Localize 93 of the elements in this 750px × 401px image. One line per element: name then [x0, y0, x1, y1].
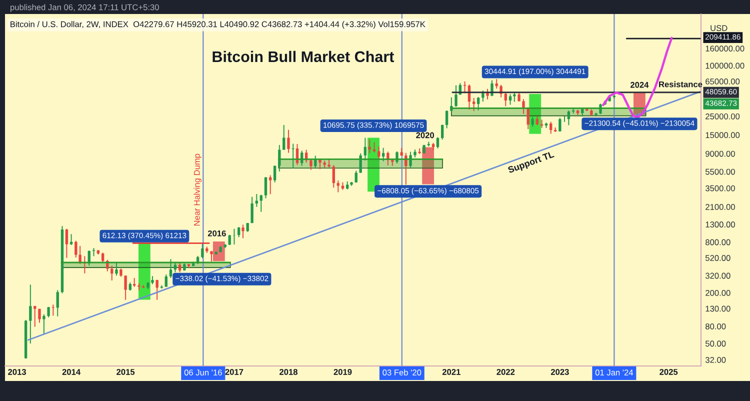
candlestick [482, 90, 484, 102]
candlestick [287, 129, 290, 154]
candlestick [372, 142, 376, 153]
text: published Jan 06, 2024 17:11 UTC+5:30 [10, 4, 159, 12]
candlestick [472, 97, 476, 112]
y-tick-label: 32.00 [705, 356, 726, 363]
y-tick-label: 5500.00 [706, 168, 735, 175]
candlestick [201, 242, 204, 259]
annotation: Near Halving Dump [194, 154, 202, 226]
candlestick [269, 174, 272, 195]
candlestick [250, 196, 254, 224]
candlestick [436, 136, 440, 149]
candlestick [124, 275, 127, 300]
y-tick-label: 200.00 [706, 290, 730, 296]
candlestick [404, 152, 408, 186]
candlestick [56, 290, 59, 317]
y-tick-label: 160000.00 [706, 46, 744, 52]
candlestick [273, 165, 276, 183]
candlestick [310, 158, 312, 170]
candlestick [138, 282, 140, 291]
candlestick [156, 279, 158, 300]
annotation: 2024 [630, 82, 649, 88]
x-tick-label: 2015 [116, 369, 135, 375]
y-tick-label: 9000.00 [706, 150, 735, 157]
y-tick-label: 520.00 [706, 255, 730, 261]
y-tick-label: 130.00 [706, 306, 730, 312]
x-tick-label: 2017 [225, 369, 244, 375]
candlestick [34, 305, 36, 328]
y-tick-label: 15000.00 [706, 132, 740, 138]
y-axis-title: USD [710, 25, 728, 32]
y-tick-label: 100000.00 [706, 62, 744, 69]
x-tick-label: 2014 [62, 369, 81, 375]
candlestick [264, 176, 268, 199]
candlestick [454, 84, 458, 108]
candlestick [536, 115, 539, 126]
y-tick-label: 50.00 [706, 340, 726, 347]
candlestick [65, 228, 68, 258]
candlestick [232, 228, 236, 245]
candlestick [558, 117, 562, 132]
annotation: Resistance [659, 81, 702, 88]
x-tick-label: 2013 [8, 369, 26, 375]
x-tick-label: 2022 [496, 369, 515, 375]
candlestick [567, 110, 570, 126]
y-tick-label: 3500.00 [705, 185, 735, 192]
annotation: 2016 [208, 230, 226, 236]
candlestick [409, 151, 412, 168]
ref-line-label: 06 Jun '16 [184, 370, 222, 376]
x-tick-label: 2023 [550, 369, 569, 375]
x-tick-label: 2021 [442, 369, 460, 375]
candlestick [70, 234, 73, 246]
candlestick [42, 314, 46, 334]
candlestick [115, 262, 118, 276]
candlestick [78, 245, 82, 264]
candlestick [237, 226, 240, 238]
x-tick-label: 2018 [280, 369, 298, 375]
candlestick [504, 92, 508, 107]
candlestick [74, 240, 78, 258]
ref-line-label: 03 Feb '20 [382, 369, 422, 376]
candlestick [210, 250, 213, 262]
candlestick [242, 224, 244, 239]
candlestick [255, 194, 258, 208]
candlestick [101, 252, 104, 263]
annotation: 2020 [416, 132, 434, 138]
ref-line-label: 01 Jan '24 [595, 370, 634, 376]
candlestick [164, 274, 168, 288]
candlestick [169, 258, 172, 278]
y-tick-label: 320.00 [705, 272, 730, 279]
candlestick [441, 124, 444, 140]
y-tick-label: 65000.00 [706, 78, 740, 84]
candlestick [359, 152, 362, 174]
candlestick [531, 116, 534, 128]
candlestick [382, 147, 385, 162]
candlestick [278, 144, 281, 172]
candlestick [29, 284, 32, 344]
bar [422, 147, 434, 184]
text: Bitcoin / U.S. Dollar, 2W, INDEX O42279.67 H45920.31 L40490.92 C43682.73 +1404.44 (+3.32%) Vol159.957K [10, 21, 426, 29]
x-tick-label: 2025 [660, 369, 678, 375]
y-tick-label: 80.00 [706, 323, 726, 330]
y-tick-label: 2100.00 [706, 204, 735, 210]
candlestick [513, 92, 516, 102]
candlestick [38, 308, 41, 324]
text: Bitcoin Bull Market Chart [212, 50, 394, 62]
candlestick [282, 124, 286, 150]
candlestick [550, 121, 552, 134]
candlestick [364, 137, 367, 162]
candlestick [332, 164, 336, 188]
candlestick [445, 110, 448, 129]
y-tick-label: 800.00 [706, 239, 730, 246]
y-tick-label: 25000.00 [706, 113, 740, 120]
x-tick-label: 2019 [334, 369, 352, 375]
candlestick [522, 98, 525, 114]
y-tick-label: 1300.00 [706, 222, 735, 228]
candlestick [476, 96, 480, 111]
